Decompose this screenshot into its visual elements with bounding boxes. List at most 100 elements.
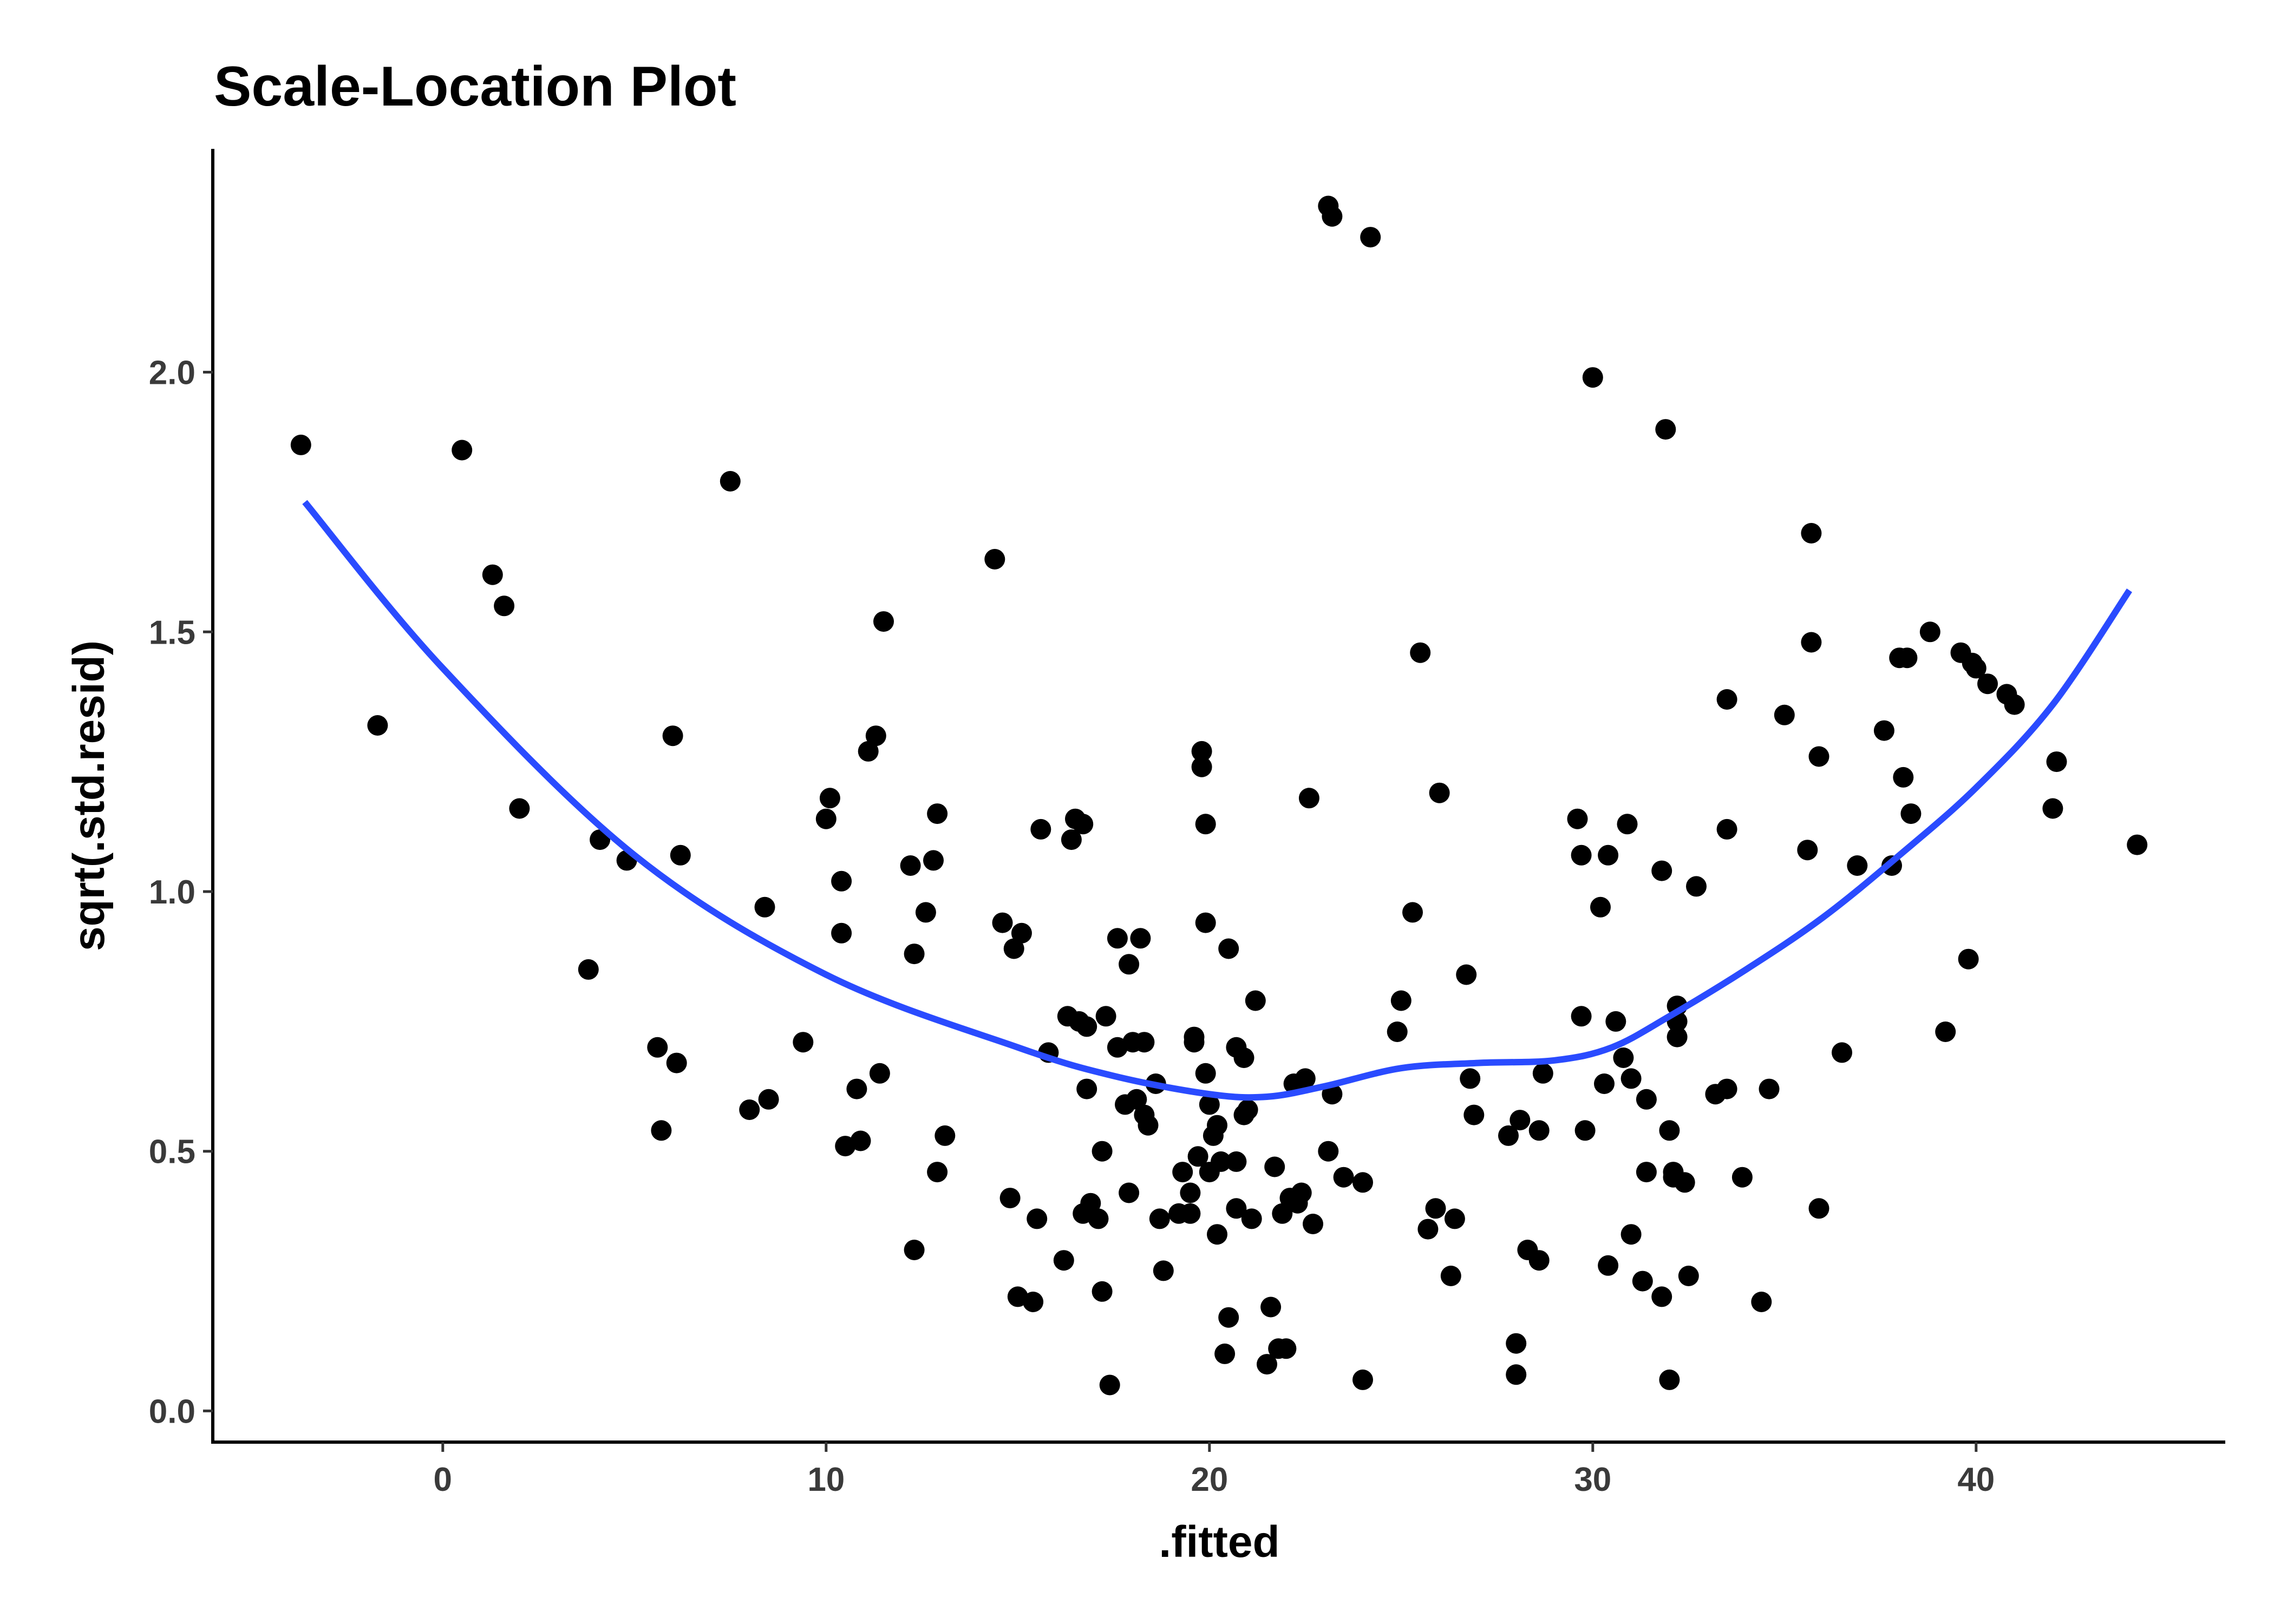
data-point [739, 1099, 760, 1120]
data-point [815, 808, 837, 829]
data-point [1180, 1203, 1201, 1224]
data-point [927, 803, 948, 824]
data-point [1571, 844, 1592, 866]
data-point [1532, 1063, 1553, 1084]
data-point [1605, 1011, 1626, 1032]
data-point [1636, 1089, 1657, 1110]
data-point [1808, 746, 1829, 767]
data-point [1965, 658, 1987, 679]
data-point [927, 1162, 948, 1183]
data-point [1659, 1369, 1680, 1390]
data-point [1226, 1151, 1247, 1172]
data-point [1429, 782, 1450, 803]
data-point [1598, 1255, 1619, 1276]
data-point [1187, 1146, 1208, 1167]
data-point [1506, 1364, 1527, 1385]
data-point [1191, 756, 1212, 777]
data-point [1073, 814, 1094, 835]
y-axis-label: sqrt(.std.resid) [64, 640, 114, 951]
data-point [1226, 1198, 1247, 1219]
data-point [1935, 1021, 1956, 1042]
data-point [758, 1089, 779, 1110]
data-point [1241, 1208, 1262, 1229]
data-point [865, 725, 886, 746]
data-point [452, 440, 473, 461]
data-point [1011, 922, 1032, 944]
data-point [1276, 1338, 1297, 1359]
data-point [1030, 818, 1051, 840]
data-point [494, 595, 515, 617]
y-tick-label: 2.0 [149, 355, 195, 392]
data-point [1138, 1115, 1159, 1136]
data-point [1651, 1286, 1672, 1307]
data-point [1195, 1063, 1216, 1084]
data-point [1199, 1094, 1220, 1115]
data-point [1233, 1047, 1254, 1068]
data-point [662, 725, 683, 746]
data-point [1387, 1021, 1408, 1042]
data-point [1291, 1182, 1312, 1203]
x-axis-ticks: 0 10 20 30 40 [434, 1442, 1995, 1498]
data-point [1594, 1073, 1615, 1094]
data-point [923, 850, 944, 871]
data-point [1613, 1047, 1634, 1068]
data-point [1620, 1224, 1642, 1245]
data-point [1207, 1115, 1227, 1136]
data-point [509, 798, 530, 819]
data-point [1027, 1208, 1048, 1229]
data-point [1958, 948, 1979, 970]
x-tick-label: 20 [1191, 1461, 1228, 1498]
data-point [666, 1052, 687, 1073]
data-point [1295, 1068, 1316, 1089]
data-point [999, 1188, 1021, 1209]
data-point [1318, 1141, 1339, 1162]
data-point [754, 896, 775, 918]
data-point [1774, 704, 1795, 725]
data-point [1126, 1089, 1147, 1110]
data-point [1440, 1266, 1461, 1286]
data-point [1207, 1224, 1227, 1245]
data-point [1191, 741, 1212, 762]
data-point [1977, 673, 1998, 695]
data-point [1528, 1250, 1550, 1271]
data-point [1716, 818, 1737, 840]
data-point [1352, 1369, 1373, 1390]
data-point [720, 471, 741, 492]
data-point [1797, 840, 1818, 861]
data-point [1195, 814, 1216, 835]
data-point [1360, 227, 1381, 248]
data-point [1298, 788, 1319, 809]
data-point [1402, 902, 1423, 923]
data-point [858, 741, 879, 762]
data-point [367, 715, 388, 736]
chart-title: Scale-Location Plot [214, 55, 736, 118]
data-point [1667, 1026, 1688, 1047]
data-point [1582, 367, 1603, 388]
y-tick-label: 0.0 [149, 1393, 195, 1430]
data-point [900, 855, 921, 876]
data-point [904, 1240, 925, 1260]
data-point [1214, 1343, 1236, 1364]
data-point [1119, 1182, 1140, 1203]
data-point [1506, 1333, 1527, 1354]
data-point [1218, 1307, 1239, 1328]
data-point [869, 1063, 890, 1084]
data-point [2046, 751, 2067, 772]
data-point [1218, 938, 1239, 959]
data-point [1617, 814, 1638, 835]
y-tick-label: 1.5 [149, 614, 195, 651]
data-point [1023, 1292, 1044, 1312]
data-point [1003, 938, 1024, 959]
data-point [1237, 1099, 1258, 1120]
data-point [1686, 876, 1707, 897]
x-tick-label: 30 [1574, 1461, 1611, 1498]
data-point [904, 944, 925, 965]
data-point [831, 922, 852, 944]
data-point [1119, 954, 1140, 975]
y-axis-ticks: 0.0 0.5 1.0 1.5 2.0 [149, 355, 213, 1430]
data-point [1184, 1026, 1205, 1047]
data-point [1655, 419, 1676, 440]
data-point [1333, 1167, 1354, 1188]
data-point [1444, 1208, 1465, 1229]
data-point [1153, 1260, 1174, 1281]
